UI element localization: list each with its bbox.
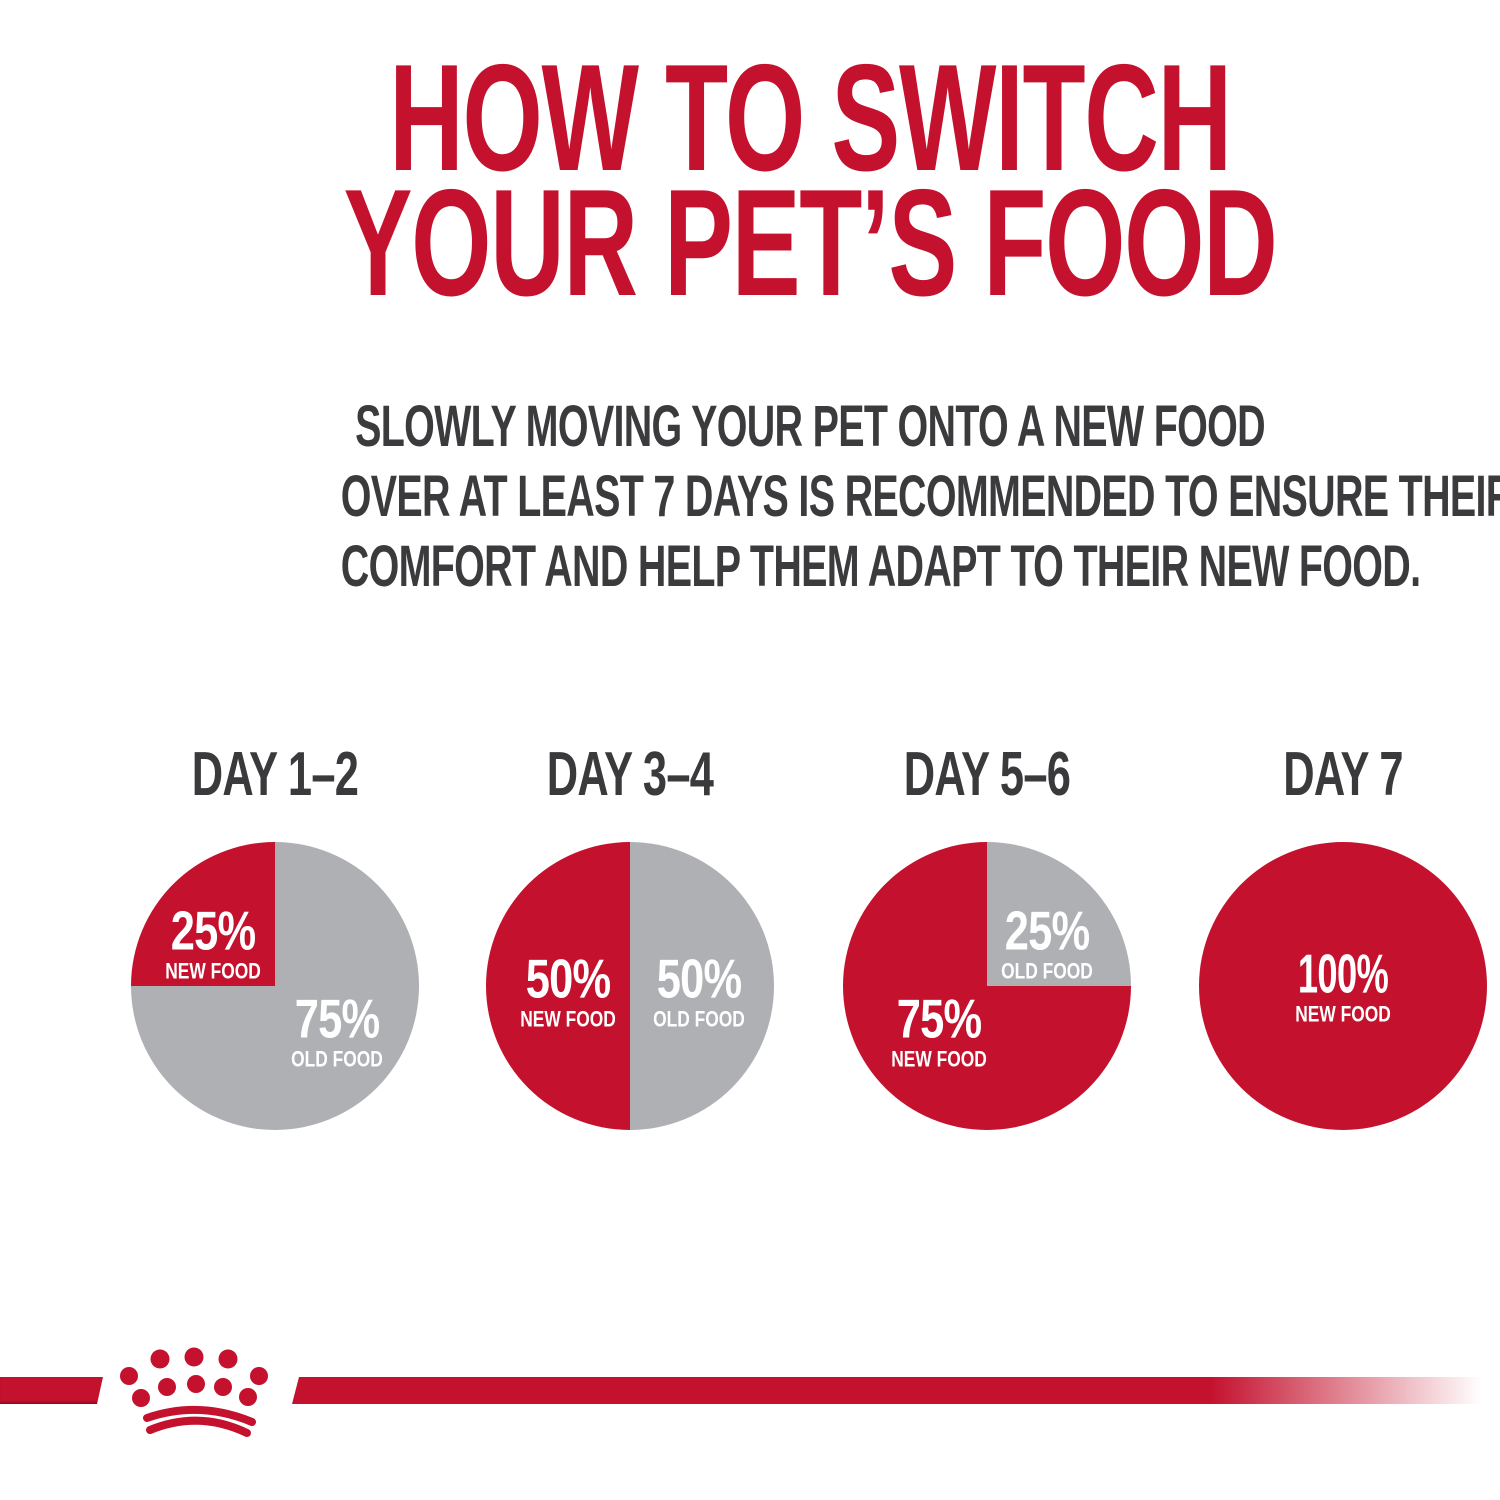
- footer-red-band-right: [292, 1377, 1500, 1404]
- old-food-percent: 25%: [1005, 899, 1090, 962]
- new-food-caption: NEW FOOD: [519, 1006, 616, 1032]
- day-1-2-column: DAY 1–2 25% NEW FOOD 75% OLD FOOD: [115, 743, 435, 1130]
- intro-text-line-3: COMFORT AND HELP THEM ADAPT TO THEIR NEW…: [340, 534, 1421, 599]
- new-food-slice-label: 100% NEW FOOD: [1275, 942, 1412, 1027]
- old-food-caption: OLD FOOD: [1001, 958, 1094, 984]
- day-1-2-heading-text: DAY 1–2: [191, 740, 359, 809]
- old-food-slice-label: 50% OLD FOOD: [641, 951, 757, 1030]
- pie-chart-day-7: 100% NEW FOOD: [1199, 842, 1487, 1130]
- old-food-slice-label: 75% OLD FOOD: [279, 991, 395, 1070]
- day-3-4-heading-text: DAY 3–4: [546, 740, 714, 809]
- day-7-heading: DAY 7: [1183, 743, 1500, 807]
- old-food-percent: 50%: [657, 947, 742, 1010]
- new-food-percent: 75%: [896, 987, 982, 1050]
- new-food-caption: NEW FOOD: [1295, 1001, 1391, 1027]
- day-3-4-heading: DAY 3–4: [470, 743, 790, 807]
- new-food-percent: 50%: [525, 947, 610, 1010]
- new-food-percent: 100%: [1297, 942, 1389, 1005]
- pie-chart-day-1-2: 25% NEW FOOD 75% OLD FOOD: [131, 842, 419, 1130]
- title-line-2: YOUR PET’S FOOD: [343, 158, 1278, 328]
- pie-chart-day-5-6: 25% OLD FOOD 75% NEW FOOD: [843, 842, 1131, 1130]
- day-7-column: DAY 7 100% NEW FOOD: [1183, 743, 1500, 1130]
- intro-text-line-2: OVER AT LEAST 7 DAYS IS RECOMMENDED TO E…: [340, 464, 1500, 529]
- intro-text-line-1: SLOWLY MOVING YOUR PET ONTO A NEW FOOD: [355, 394, 1266, 459]
- new-food-slice-label: 25% NEW FOOD: [152, 903, 273, 982]
- day-1-2-heading: DAY 1–2: [115, 743, 435, 807]
- day-7-heading-text: DAY 7: [1283, 740, 1403, 809]
- day-3-4-column: DAY 3–4 50% NEW FOOD 50% OLD FOOD: [470, 743, 790, 1130]
- royal-canin-crown-icon: [120, 1347, 268, 1437]
- old-food-caption: OLD FOOD: [290, 1046, 383, 1072]
- day-5-6-heading: DAY 5–6: [827, 743, 1147, 807]
- intro-text: SLOWLY MOVING YOUR PET ONTO A NEW FOOD O…: [120, 392, 1500, 602]
- page-title: HOW TO SWITCH YOUR PET’S FOOD: [120, 33, 1500, 328]
- day-5-6-heading-text: DAY 5–6: [903, 740, 1071, 809]
- old-food-slice-label: 25% OLD FOOD: [989, 903, 1105, 982]
- old-food-percent: 75%: [294, 987, 379, 1050]
- new-food-slice-label: 50% NEW FOOD: [507, 951, 628, 1030]
- title-line-1: HOW TO SWITCH: [389, 33, 1232, 203]
- new-food-slice-label: 75% NEW FOOD: [879, 991, 1000, 1070]
- new-food-percent: 25%: [170, 899, 255, 962]
- pie-chart-day-3-4: 50% NEW FOOD 50% OLD FOOD: [486, 842, 774, 1130]
- old-food-caption: OLD FOOD: [653, 1006, 746, 1032]
- new-food-caption: NEW FOOD: [164, 958, 261, 984]
- new-food-caption: NEW FOOD: [891, 1046, 987, 1072]
- day-5-6-column: DAY 5–6 25% OLD FOOD 75% NEW FOOD: [827, 743, 1147, 1130]
- footer-red-band-left: [0, 1377, 103, 1404]
